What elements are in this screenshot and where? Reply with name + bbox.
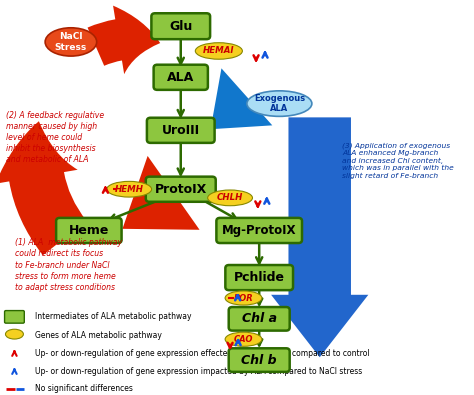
Ellipse shape — [6, 329, 23, 339]
Ellipse shape — [225, 332, 262, 346]
FancyBboxPatch shape — [147, 118, 215, 143]
Text: HEMAI: HEMAI — [203, 47, 235, 55]
Text: Up- or down-regulation of gene expression impacted by ALA compared to NaCl stres: Up- or down-regulation of gene expressio… — [35, 367, 362, 376]
Text: (2) A feedback regulative
manner caused by high
level of heme could
inhibit the : (2) A feedback regulative manner caused … — [6, 111, 104, 164]
Text: CHLH: CHLH — [217, 194, 243, 202]
Text: Heme: Heme — [69, 224, 109, 237]
FancyBboxPatch shape — [229, 348, 290, 372]
FancyBboxPatch shape — [146, 177, 216, 202]
FancyBboxPatch shape — [225, 265, 293, 290]
Ellipse shape — [208, 190, 253, 206]
Text: CAO: CAO — [234, 335, 253, 344]
Ellipse shape — [45, 28, 97, 56]
Text: NaCl
Stress: NaCl Stress — [55, 32, 87, 52]
Text: Glu: Glu — [169, 20, 192, 33]
Text: (1) ALA  metabolic pathway
could redirect its focus
to Fe-branch under NaCl
stre: (1) ALA metabolic pathway could redirect… — [15, 238, 122, 292]
Text: UroIII: UroIII — [162, 124, 200, 137]
Text: Mg-ProtoIX: Mg-ProtoIX — [222, 224, 296, 237]
FancyBboxPatch shape — [56, 218, 121, 243]
Text: Intermediates of ALA metabolic pathway: Intermediates of ALA metabolic pathway — [35, 312, 191, 322]
Text: ALA: ALA — [167, 71, 194, 84]
Text: Chl a: Chl a — [242, 312, 277, 325]
Ellipse shape — [195, 43, 242, 59]
Text: HEMH: HEMH — [115, 185, 144, 194]
FancyBboxPatch shape — [154, 65, 208, 90]
FancyBboxPatch shape — [151, 13, 210, 39]
Text: Up- or down-regulation of gene expression effected by NaCl stress compared to co: Up- or down-regulation of gene expressio… — [35, 349, 370, 358]
Ellipse shape — [247, 91, 312, 117]
FancyBboxPatch shape — [5, 310, 24, 323]
Text: (3) Application of exogenous
ALA enhanced Mg-branch
and increased Chl content,
w: (3) Application of exogenous ALA enhance… — [342, 142, 454, 179]
Ellipse shape — [107, 181, 152, 197]
Ellipse shape — [225, 291, 262, 305]
Text: No significant differences: No significant differences — [35, 384, 133, 393]
Text: Chl b: Chl b — [241, 354, 277, 367]
FancyBboxPatch shape — [229, 307, 290, 331]
Text: POR: POR — [234, 293, 254, 303]
Text: Genes of ALA metabolic pathway: Genes of ALA metabolic pathway — [35, 331, 162, 340]
Text: Exogenous
ALA: Exogenous ALA — [254, 94, 305, 113]
Text: ProtoIX: ProtoIX — [155, 183, 207, 196]
FancyBboxPatch shape — [217, 218, 302, 243]
Text: Pchlide: Pchlide — [234, 271, 285, 284]
